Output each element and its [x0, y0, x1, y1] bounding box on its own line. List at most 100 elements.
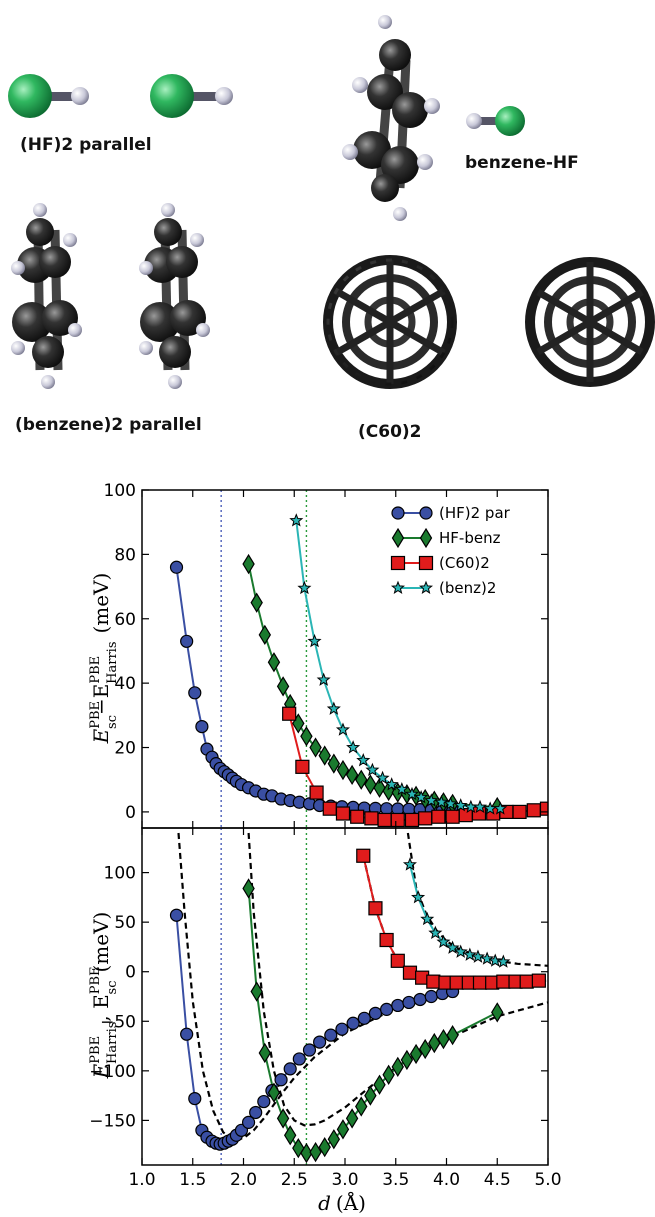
x-tick-label: 4.5 — [484, 1170, 511, 1190]
data-point-hf_benz — [355, 769, 368, 790]
data-point-hf2 — [188, 1091, 202, 1106]
molecule-c60-2: (C60)2 — [323, 255, 655, 442]
data-point-hf2 — [368, 1006, 383, 1020]
data-point-hf2 — [324, 1028, 338, 1042]
y-tick-label: 60 — [114, 610, 136, 630]
data-point-benz2 — [394, 782, 409, 796]
data-point-c60 — [431, 809, 446, 824]
label-c60-2: (C60)2 — [358, 422, 422, 442]
data-point-c60 — [445, 809, 460, 824]
data-point-hf_benz — [276, 676, 290, 697]
data-point-benz2 — [434, 794, 449, 809]
hf-molecule-icon — [8, 74, 89, 118]
x-tick-label: 2.5 — [281, 1170, 308, 1190]
data-point-benz2 — [365, 762, 380, 777]
legend-marker-benz2 — [390, 580, 406, 594]
data-point-c60 — [322, 801, 337, 816]
data-point-hf_benz — [373, 1074, 386, 1095]
data-point-c60 — [531, 973, 546, 988]
label-benzene-hf: benzene-HF — [465, 153, 579, 173]
benzene-molecule-icon — [139, 203, 210, 389]
data-point-hf_benz — [242, 878, 255, 899]
data-point-hf2 — [424, 989, 438, 1004]
legend: (HF)2 par HF-benz (C60)2 (benz)2 — [390, 504, 511, 597]
data-point-hf_benz — [336, 759, 350, 781]
data-point-hf2 — [257, 1094, 271, 1109]
data-point-hf2 — [302, 1043, 317, 1057]
benzene-molecule-icon — [342, 15, 440, 221]
data-point-c60 — [335, 806, 351, 821]
legend-marker-hf2 — [419, 506, 433, 520]
y-tick-label: 0 — [125, 803, 136, 823]
data-point-benz2 — [496, 954, 511, 968]
data-point-benz2 — [470, 949, 485, 963]
bottom-plot-area: −150 −100 −50 0 50 100 1.0 1.5 2.0 2.5 3.0 3.5 4.0 4.… — [89, 827, 562, 1190]
data-point-hf_benz — [345, 1108, 359, 1129]
data-point-hf2 — [169, 560, 184, 574]
dashed-curve — [177, 832, 447, 1142]
data-point-hf2 — [169, 908, 184, 922]
data-point-hf_benz — [345, 764, 359, 786]
fullerene-icon — [323, 255, 457, 389]
data-point-benz2 — [443, 796, 458, 810]
data-point-benz2 — [307, 633, 322, 648]
data-point-hf_benz — [242, 553, 255, 575]
data-point-benz2 — [436, 934, 451, 948]
y-tick-label: −50 — [100, 1012, 136, 1032]
legend-marker-c60 — [418, 555, 434, 571]
y-tick-label: 0 — [125, 963, 136, 983]
data-point-c60 — [377, 812, 392, 828]
data-point-hf_benz — [258, 1042, 272, 1064]
y-tick-label: 50 — [114, 913, 136, 933]
series-line-hf2 — [175, 915, 453, 1146]
data-point-benz2 — [375, 770, 390, 785]
data-point-benz2 — [480, 951, 495, 965]
data-point-c60 — [512, 804, 527, 820]
data-point-benz2 — [402, 857, 417, 871]
data-point-c60 — [404, 812, 420, 828]
data-point-benz2 — [445, 940, 460, 954]
plot-content — [169, 828, 548, 1165]
data-point-hf_benz — [309, 737, 322, 758]
data-point-hf_benz — [491, 1002, 504, 1023]
data-point-c60 — [526, 803, 541, 818]
data-point-c60 — [282, 706, 297, 721]
data-point-hf2 — [188, 686, 202, 700]
data-point-hf_benz — [283, 1125, 297, 1146]
dashed-curve — [406, 832, 548, 967]
data-point-hf2 — [335, 1022, 349, 1036]
data-point-c60 — [356, 848, 371, 863]
data-point-hf_benz — [267, 1082, 281, 1103]
y-tick-label: −150 — [89, 1111, 136, 1131]
data-point-benz2 — [488, 953, 503, 967]
plot-frame — [141, 827, 549, 1166]
data-point-hf_benz — [437, 1028, 450, 1050]
molecule-hf2: (HF)2 parallel — [8, 74, 233, 155]
y-tick-label: −100 — [89, 1062, 136, 1082]
y-tick-label: 80 — [114, 545, 136, 565]
top-plot-area: 0 20 40 60 80 100 — [104, 481, 549, 829]
data-point-benz2 — [335, 722, 350, 736]
data-point-benz2 — [462, 947, 477, 961]
data-point-benz2 — [424, 793, 439, 807]
legend-label-hf2: (HF)2 par — [439, 504, 511, 522]
data-point-benz2 — [356, 753, 371, 767]
data-point-c60 — [418, 811, 433, 826]
data-point-hf_benz — [446, 1025, 459, 1046]
data-point-hf2 — [402, 995, 416, 1010]
data-point-hf_benz — [327, 1129, 341, 1150]
legend-label-hf_benz: HF-benz — [439, 529, 501, 547]
data-point-hf_benz — [276, 1108, 290, 1129]
data-point-benz2 — [384, 777, 399, 791]
y-tick-label: 100 — [104, 864, 136, 884]
label-hf2: (HF)2 parallel — [20, 135, 152, 155]
legend-marker-hf2 — [391, 506, 405, 520]
data-point-hf_benz — [327, 753, 341, 774]
x-tick-label: 5.0 — [534, 1170, 561, 1190]
data-point-hf2 — [274, 1073, 288, 1087]
chart-top-panel: 0 20 40 60 80 100 EPBE sc−EPBE Harris(meV) — [88, 481, 549, 829]
data-point-c60 — [402, 965, 418, 980]
data-point-benz2 — [404, 786, 420, 801]
data-point-benz2 — [428, 925, 443, 940]
